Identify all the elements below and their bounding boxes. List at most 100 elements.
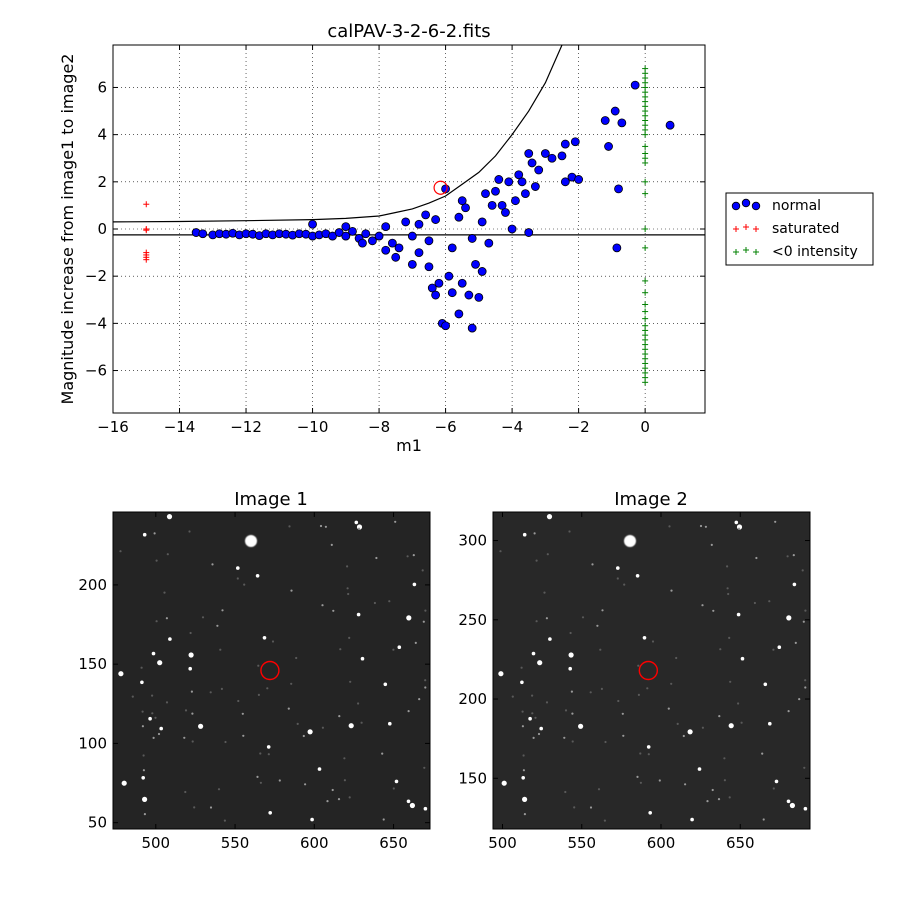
star — [412, 554, 415, 557]
data-point-normal — [341, 231, 351, 241]
data-point-normal — [454, 212, 464, 222]
data-point-normal — [391, 252, 401, 262]
star — [670, 682, 673, 685]
x-tick-label: 600 — [300, 834, 329, 852]
star — [704, 525, 708, 528]
star — [423, 766, 426, 769]
star — [568, 652, 574, 658]
star — [153, 532, 156, 535]
star — [803, 806, 808, 811]
star — [339, 648, 342, 651]
star — [394, 779, 399, 784]
data-point-normal — [477, 217, 487, 227]
image1-highlight — [260, 660, 280, 681]
image1-title: Image 1 — [234, 489, 308, 510]
star — [319, 524, 323, 528]
data-point-normal — [414, 219, 424, 229]
star — [166, 553, 169, 556]
star — [499, 550, 502, 553]
star — [331, 788, 334, 792]
star — [375, 556, 378, 560]
star — [717, 798, 721, 801]
data-point-0-intensity — [642, 143, 649, 150]
data-point-normal — [407, 231, 417, 241]
data-point-normal — [494, 175, 504, 184]
data-point-normal — [612, 243, 622, 253]
star — [531, 694, 534, 697]
data-point-normal — [431, 290, 441, 300]
star — [266, 745, 271, 749]
star — [597, 788, 601, 791]
y-tick-label: 250 — [458, 611, 487, 629]
star — [543, 591, 546, 594]
x-tick-label: −2 — [568, 418, 590, 436]
star — [268, 811, 273, 815]
star — [723, 779, 727, 782]
star — [676, 722, 679, 726]
star — [719, 648, 722, 651]
star — [578, 723, 584, 729]
legend-markers — [731, 198, 761, 255]
star — [648, 811, 652, 815]
data-point-normal — [487, 201, 497, 210]
star — [151, 651, 156, 656]
star — [623, 583, 626, 586]
data-point-normal — [481, 189, 490, 199]
star — [217, 788, 221, 791]
star — [121, 780, 127, 786]
data-point-normal — [491, 186, 500, 196]
star — [347, 592, 350, 596]
star — [570, 690, 574, 693]
star — [257, 693, 260, 697]
data-point-normal — [401, 217, 411, 227]
star — [531, 651, 536, 656]
legend-marker-1 — [733, 224, 759, 232]
data-point-normal — [484, 238, 494, 248]
star — [221, 609, 224, 612]
star — [407, 710, 410, 713]
star — [804, 679, 807, 682]
star — [184, 709, 188, 712]
star — [219, 648, 222, 651]
star — [774, 520, 777, 523]
star — [667, 707, 670, 710]
star — [424, 609, 427, 612]
x-tick-label: 550 — [567, 834, 596, 852]
star — [159, 726, 163, 731]
data-point-normal — [427, 283, 437, 293]
star — [636, 775, 639, 779]
star — [165, 701, 169, 704]
star — [304, 783, 307, 786]
star — [535, 620, 538, 623]
star — [601, 609, 604, 612]
star — [569, 631, 572, 635]
star — [343, 757, 346, 760]
star — [140, 680, 144, 685]
legend-marker-0 — [731, 198, 761, 211]
x-tick-label: −6 — [435, 418, 457, 436]
star — [236, 577, 239, 580]
star — [535, 559, 538, 562]
star — [321, 604, 324, 607]
data-point-normal — [540, 149, 550, 158]
star — [772, 648, 775, 651]
image2-ticks: 500 550 600 650 150 200 250 300 — [458, 512, 810, 852]
star — [763, 682, 768, 687]
data-point-normal — [431, 215, 441, 224]
data-point-normal — [361, 229, 371, 239]
star — [701, 604, 704, 607]
y-tick-label: −6 — [85, 362, 107, 380]
data-point-normal — [617, 118, 627, 128]
star — [616, 577, 619, 580]
star — [564, 790, 567, 794]
x-tick-label: 0 — [640, 418, 650, 436]
data-point-normal — [454, 309, 464, 319]
star — [726, 565, 729, 568]
x-tick-label: 650 — [726, 834, 755, 852]
data-point-normal — [424, 262, 434, 272]
y-tick-label: 150 — [458, 769, 487, 787]
star — [712, 609, 715, 612]
star — [521, 776, 525, 780]
x-tick-label: −4 — [501, 418, 523, 436]
